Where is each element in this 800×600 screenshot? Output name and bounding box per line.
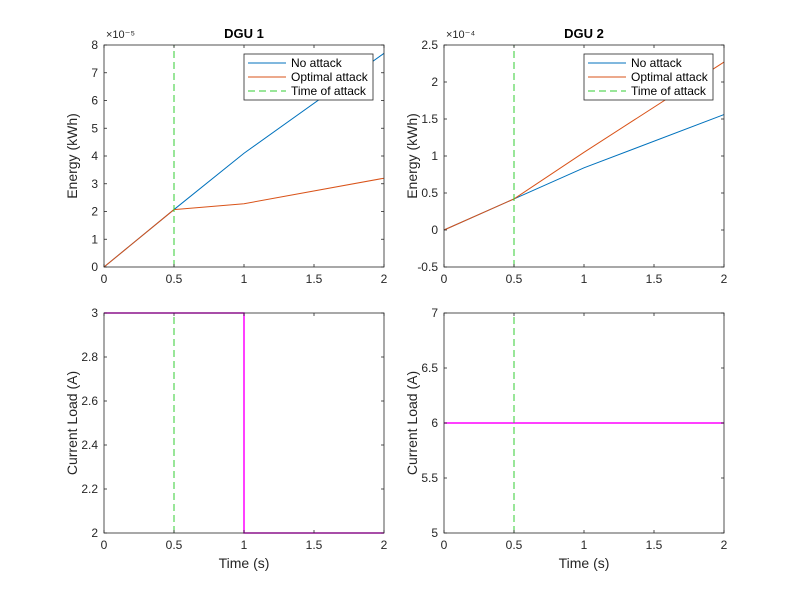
y-tick-label: 7 (431, 306, 438, 320)
x-tick-label: 2 (721, 538, 728, 552)
y-tick-label: 0.5 (421, 186, 438, 200)
x-tick-label: 1 (241, 538, 248, 552)
x-tick-label: 2 (381, 272, 388, 286)
y-tick-label: 6 (431, 416, 438, 430)
x-tick-label: 0.5 (506, 272, 523, 286)
x-tick-label: 0.5 (166, 272, 183, 286)
y-tick-label: 7 (91, 66, 98, 80)
x-tick-label: 2 (721, 272, 728, 286)
x-tick-label: 2 (381, 538, 388, 552)
legend-label-time-of-attack: Time of attack (631, 84, 707, 98)
y-tick-label: 2.6 (81, 394, 98, 408)
x-tick-label: 1 (581, 272, 588, 286)
y-tick-label: 1 (91, 232, 98, 246)
x-tick-label: 0.5 (166, 538, 183, 552)
panel-4: 0 0.5 1 1.5 2 5 5.5 6 6.5 7 Current Load (A) Time (… (404, 306, 728, 571)
series-optimal-attack-line (443, 61, 725, 231)
y-tick-label: 2 (431, 75, 438, 89)
y-tick-label: 0 (91, 260, 98, 274)
legend-label-time-of-attack: Time of attack (291, 84, 367, 98)
x-tick-label: 1.5 (306, 538, 323, 552)
x-tick-label: 1.5 (646, 538, 663, 552)
y-tick-label: 6.5 (421, 361, 438, 375)
legend-label-no-attack: No attack (291, 56, 343, 70)
x-tick-label: 0 (441, 272, 448, 286)
chart-title: DGU 2 (564, 26, 604, 41)
panel-1: 0 0.5 1 1.5 2 0 1 2 3 4 5 6 7 8 ×10⁻⁵ DGU 1 Energy (kWh)… (64, 26, 388, 286)
x-tick-label: 0 (441, 538, 448, 552)
y-tick-label: 6 (91, 94, 98, 108)
series-optimal-attack-line (103, 177, 385, 268)
x-tick-label: 1 (241, 272, 248, 286)
y-tick-label: 3 (91, 306, 98, 320)
y-tick-label: 1.5 (421, 112, 438, 126)
y-exponent-label: ×10⁻⁵ (106, 29, 135, 41)
legend-label-optimal-attack: Optimal attack (631, 70, 709, 84)
y-tick-label: 2.5 (421, 38, 438, 52)
legend-label-no-attack: No attack (631, 56, 683, 70)
x-tick-label: 1.5 (646, 272, 663, 286)
y-tick-label: 2 (91, 526, 98, 540)
y-tick-label: 0 (431, 223, 438, 237)
x-tick-label: 0.5 (506, 538, 523, 552)
x-axis-label: Time (s) (559, 555, 610, 571)
legend-label-optimal-attack: Optimal attack (291, 70, 369, 84)
y-tick-label: 3 (91, 177, 98, 191)
y-tick-label: 5 (91, 121, 98, 135)
y-axis-label: Current Load (A) (404, 371, 420, 475)
chart-title: DGU 1 (224, 26, 264, 41)
panel-2: 0 0.5 1 1.5 2-0.500.511.522.5×10⁻⁴ DGU 2Energ… (404, 26, 728, 286)
y-tick-label: -0.5 (417, 260, 438, 274)
y-tick-label: 8 (91, 38, 98, 52)
x-axis-label: Time (s) (219, 555, 270, 571)
y-tick-label: 2.2 (81, 482, 98, 496)
x-tick-label: 1.5 (306, 272, 323, 286)
y-tick-label: 5 (431, 526, 438, 540)
y-tick-label: 2.8 (81, 350, 98, 364)
y-tick-label: 2.4 (81, 438, 98, 452)
x-tick-label: 0 (101, 538, 108, 552)
y-tick-label: 4 (91, 149, 98, 163)
x-tick-label: 1 (581, 538, 588, 552)
y-exponent-label: ×10⁻⁴ (446, 29, 475, 41)
y-axis-label: Current Load (A) (64, 371, 80, 475)
x-tick-label: 0 (101, 272, 108, 286)
panel-3: 0 0.5 1 1.5 2 2 2.2 2.4 2.6 2.8 3 Current Load (A) T… (64, 306, 388, 571)
y-tick-label: 1 (431, 149, 438, 163)
y-axis-label: Energy (kWh) (404, 113, 420, 199)
y-axis-label: Energy (kWh) (64, 113, 80, 199)
y-tick-label: 5.5 (421, 471, 438, 485)
y-tick-label: 2 (91, 205, 98, 219)
